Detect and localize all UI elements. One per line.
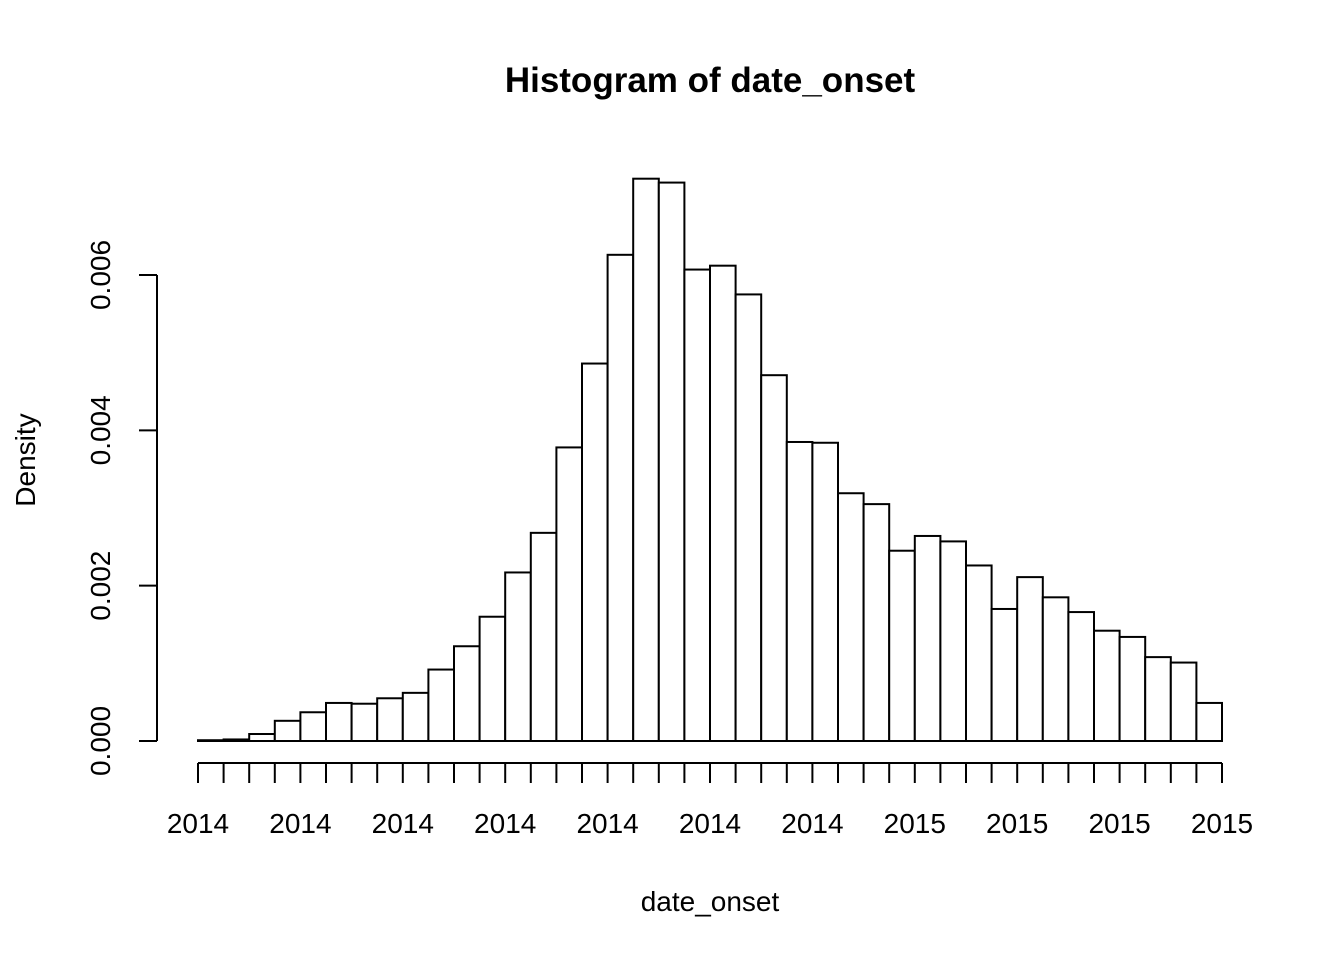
- y-axis: 0.000 0.002 0.004 0.006: [85, 240, 158, 776]
- histogram-bar: [273, 719, 302, 742]
- histogram-bar: [453, 645, 481, 742]
- histogram-bar: [248, 733, 276, 743]
- x-tick-label: 2014: [372, 808, 434, 839]
- histogram-bar: [913, 534, 942, 743]
- histogram-bar: [837, 492, 865, 742]
- y-tick-label: 0.006: [85, 240, 116, 310]
- histogram-bar: [222, 738, 251, 743]
- histogram-bar: [555, 446, 584, 742]
- histogram-bar: [785, 440, 814, 742]
- histogram-bar: [350, 702, 379, 742]
- histogram-bar: [1093, 629, 1121, 743]
- histogram-bar: [606, 253, 635, 742]
- x-tick-label: 2014: [269, 808, 331, 839]
- histogram-bar: [990, 607, 1019, 742]
- histogram-bar: [888, 549, 916, 742]
- histogram-bar: [1041, 596, 1070, 742]
- histogram-bar: [683, 268, 712, 742]
- histogram-bar: [325, 701, 353, 743]
- x-tick-label: 2015: [884, 808, 946, 839]
- y-tick-label: 0.000: [85, 706, 116, 776]
- histogram-bar: [862, 503, 891, 742]
- x-tick-label: 2014: [167, 808, 229, 839]
- histogram-bar: [632, 177, 660, 742]
- histogram-bar: [478, 615, 507, 742]
- histogram-bar: [504, 571, 532, 743]
- x-tick-label: 2015: [1191, 808, 1253, 839]
- histogram-bar: [427, 668, 455, 742]
- histogram-bar: [529, 531, 558, 742]
- y-tick-label: 0.004: [85, 395, 116, 465]
- histogram-bar: [760, 374, 788, 742]
- histogram-bar: [1169, 661, 1198, 742]
- histogram-bar: [401, 691, 430, 742]
- histogram-bar: [1067, 611, 1096, 742]
- histogram-bar: [1118, 635, 1147, 742]
- histogram-bar: [939, 540, 968, 743]
- histogram-bar: [709, 264, 737, 742]
- histogram-bar: [657, 181, 686, 742]
- histogram-bar: [376, 697, 404, 743]
- histogram-bar: [197, 739, 225, 742]
- histogram-bar: [299, 711, 327, 743]
- histogram-bar: [1144, 656, 1172, 742]
- x-tick-label: 2014: [679, 808, 741, 839]
- histogram-bar: [581, 362, 609, 742]
- histogram-bar: [1016, 576, 1044, 742]
- y-tick-label: 0.002: [85, 551, 116, 621]
- y-axis-label: Density: [10, 413, 41, 506]
- histogram-bar: [811, 441, 840, 742]
- x-tick-label: 2014: [781, 808, 843, 839]
- x-tick-label: 2015: [986, 808, 1048, 839]
- histogram-bar: [734, 293, 763, 742]
- x-tick-label: 2014: [474, 808, 536, 839]
- x-tick-label: 2014: [576, 808, 638, 839]
- x-axis: 2014 2014 2014 2014 2014 2014 2014 2015 2015 2015…: [167, 762, 1253, 839]
- x-tick-label: 2015: [1088, 808, 1150, 839]
- bars-group: [197, 177, 1224, 743]
- chart-title: Histogram of date_onset: [505, 61, 916, 100]
- histogram-bar: [965, 564, 993, 742]
- histogram-bar: [1195, 701, 1224, 743]
- x-axis-label: date_onset: [641, 886, 780, 917]
